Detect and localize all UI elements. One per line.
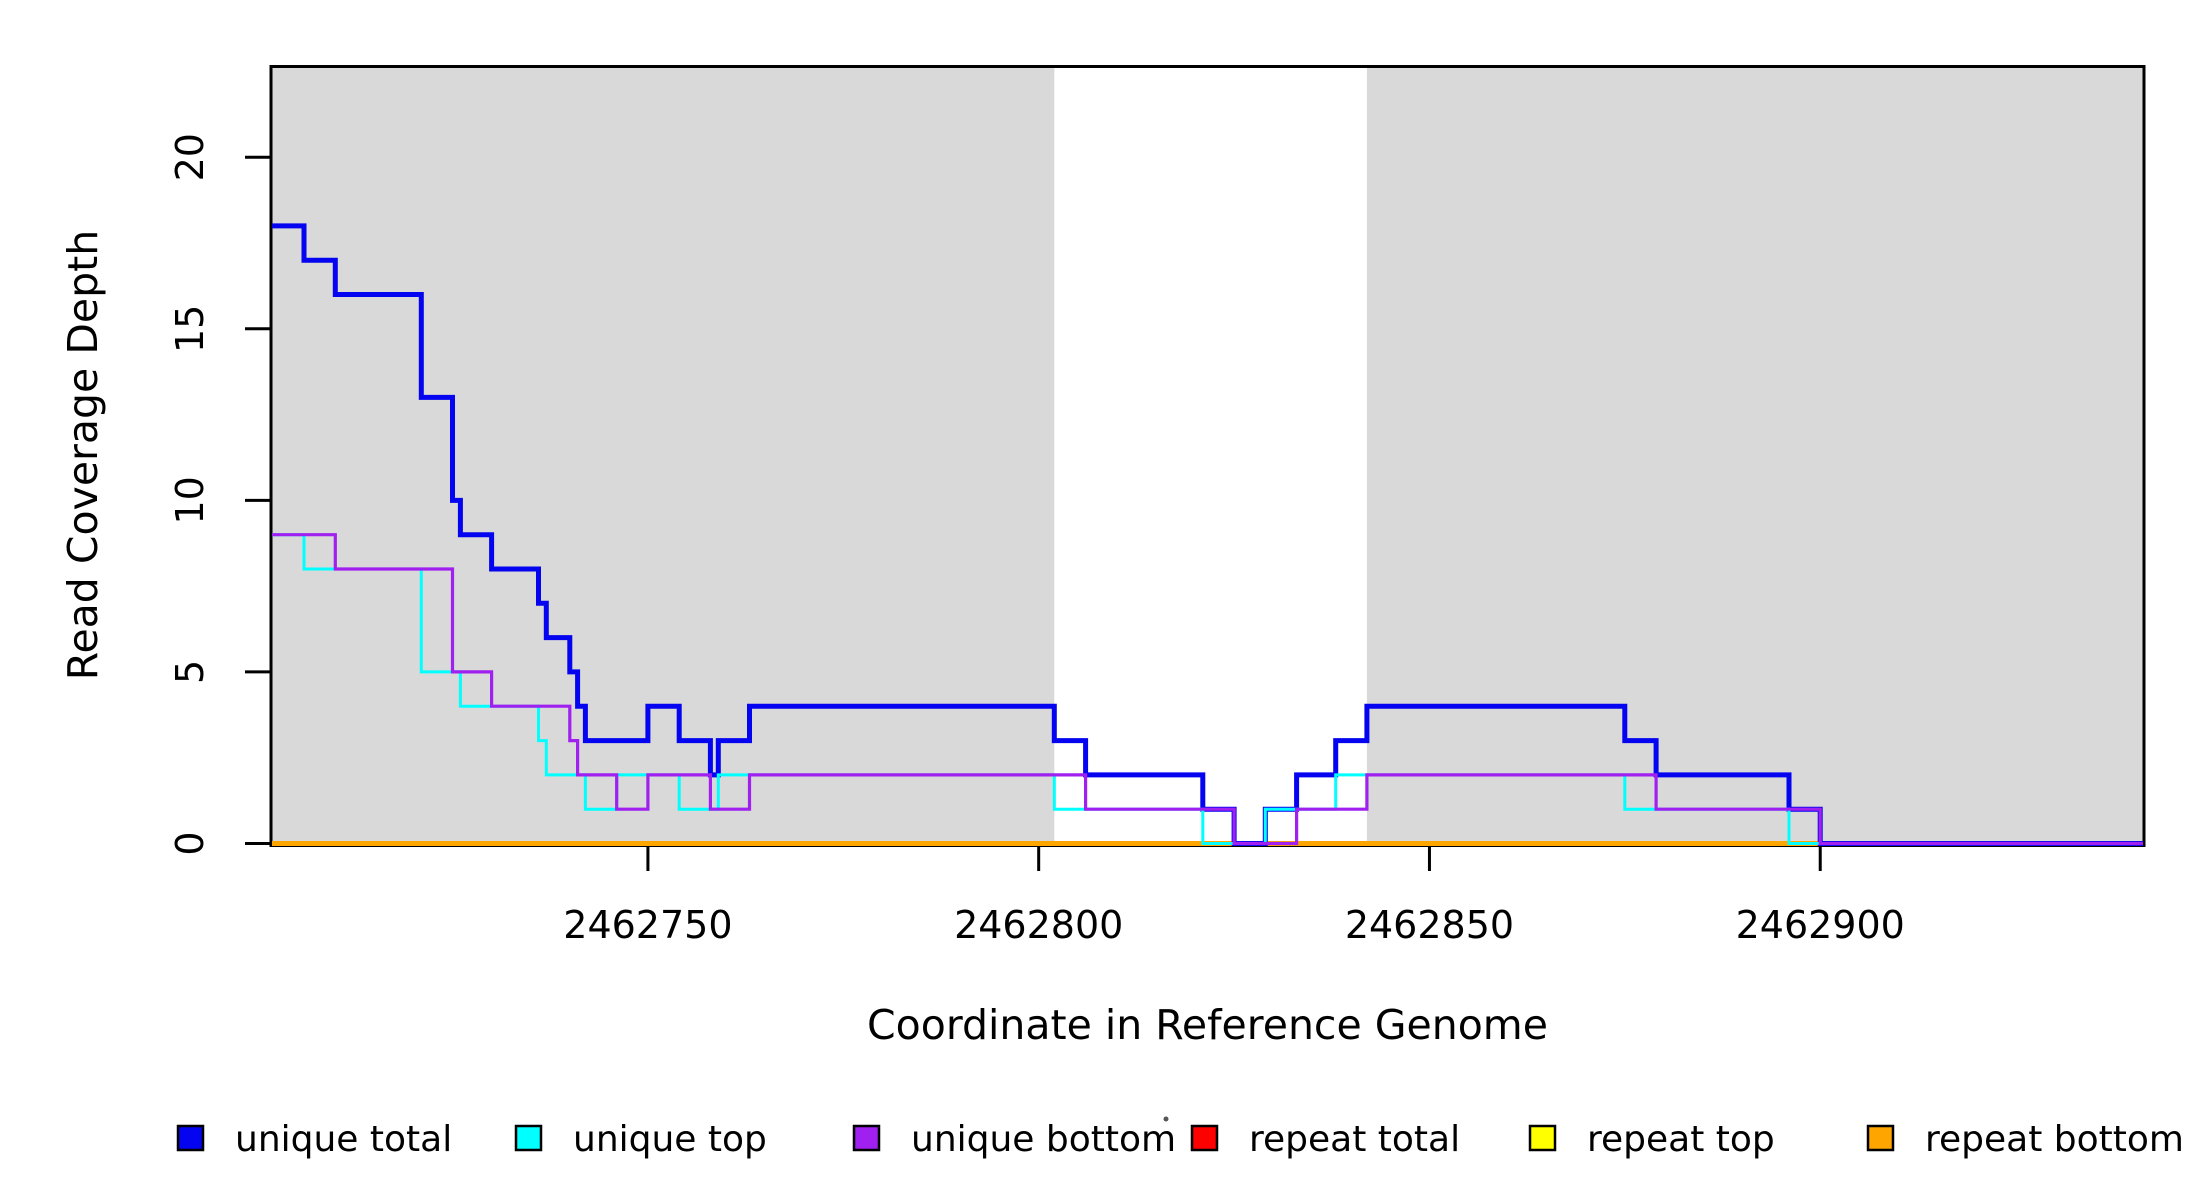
legend-label: repeat total (1249, 1119, 1460, 1160)
legend-item: unique bottom (852, 1119, 1176, 1160)
y-tick-label: 15 (168, 305, 212, 353)
unique-region-left (272, 66, 1055, 846)
legend-swatch (514, 1124, 543, 1152)
y-axis-title: Read Coverage Depth (59, 230, 107, 680)
axis-ticks (245, 155, 1822, 871)
x-tick-labels: 2462750 2462800 2462850 2462900 (563, 903, 1905, 947)
x-tick-label: 2462750 (563, 903, 732, 947)
y-tick-label: 5 (168, 660, 212, 684)
series-line-unique-bottom (272, 533, 2143, 846)
x-axis-title: Coordinate in Reference Genome (867, 1001, 1548, 1049)
legend-label: unique top (573, 1119, 767, 1160)
legend-swatch (852, 1124, 881, 1152)
legend-item: unique top (514, 1119, 767, 1160)
x-tick-label: 2462850 (1345, 903, 1514, 947)
x-tick-label: 2462900 (1736, 903, 1905, 947)
unique-region-right (1366, 66, 2143, 846)
legend-label: unique bottom (911, 1119, 1176, 1160)
series-line-unique-top (272, 533, 2143, 845)
y-tick-labels: 0 5 10 15 20 (168, 133, 212, 856)
x-tick-label: 2462800 (954, 903, 1123, 947)
legend-label: repeat bottom (1925, 1119, 2184, 1160)
series-line-unique-total (272, 223, 2143, 846)
unique-shade-regions (272, 66, 2143, 846)
legend-swatch (1528, 1124, 1557, 1152)
y-tick-label: 20 (168, 133, 212, 181)
legend: unique total unique top unique bottom repea… (176, 1119, 2184, 1160)
legend-item: repeat bottom (1866, 1119, 2184, 1160)
legend-swatch (1190, 1124, 1219, 1152)
legend-swatch (1866, 1124, 1895, 1152)
legend-label: unique total (235, 1119, 452, 1160)
series-lines (272, 223, 2143, 846)
legend-swatch (176, 1124, 205, 1152)
legend-item: unique total (176, 1119, 452, 1160)
legend-item: repeat top (1528, 1119, 1775, 1160)
y-tick-label: 0 (168, 831, 212, 855)
legend-item: repeat total (1190, 1119, 1460, 1160)
y-tick-label: 10 (168, 476, 212, 524)
legend-label: repeat top (1587, 1119, 1775, 1160)
stray-dot-artifact (1163, 1116, 1169, 1122)
